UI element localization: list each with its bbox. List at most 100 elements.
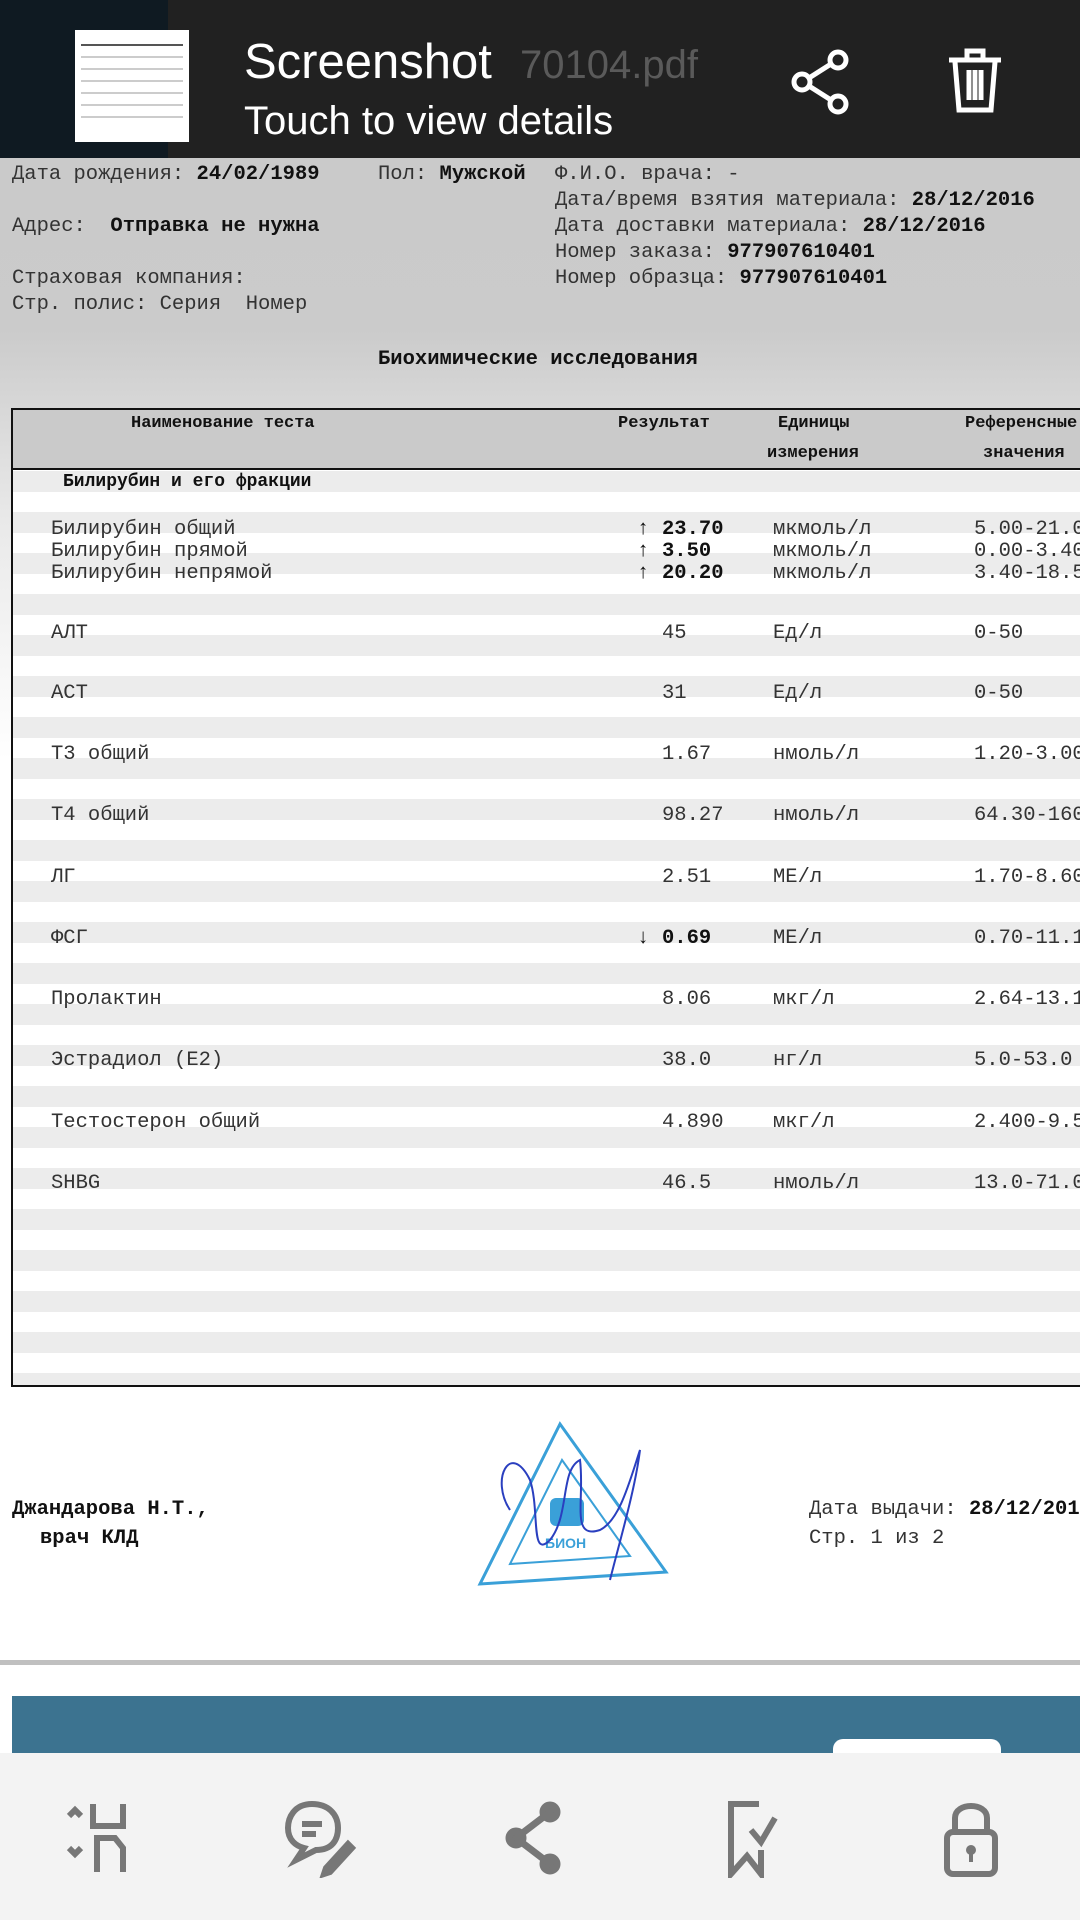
header-units-2: измерения (767, 444, 859, 463)
test-reference: 0-50 (974, 622, 1024, 645)
test-reference: 1.20-3.00 (974, 743, 1080, 766)
test-result: 45 (662, 622, 687, 645)
delivered-date: Дата доставки материала: 28/12/2016 (555, 215, 986, 238)
address: Адрес: Отправка не нужна (12, 215, 320, 238)
bookmark-icon[interactable] (713, 1798, 793, 1878)
test-reference: 5.0-53.0 (974, 1049, 1073, 1072)
test-name: Билирубин общий (51, 518, 236, 541)
flag-arrow: ↑ (637, 518, 650, 541)
doctor: Ф.И.О. врача: - (555, 163, 740, 186)
insurance: Страховая компания: (12, 267, 246, 290)
signer-name: Джандарова Н.Т., (12, 1498, 209, 1521)
test-name: Пролактин (51, 988, 162, 1011)
reflow-icon[interactable] (63, 1798, 143, 1878)
page-indicator: Стр. 1 из 2 (809, 1527, 945, 1550)
notification-subtitle: Touch to view details (244, 99, 614, 143)
flag-arrow: ↓ (637, 927, 650, 950)
test-result: 23.70 (662, 518, 724, 541)
birth-date: Дата рождения: 24/02/1989 (12, 163, 320, 186)
header-name: Наименование теста (131, 414, 315, 433)
test-name: Т4 общий (51, 804, 150, 827)
lock-icon[interactable] (931, 1798, 1011, 1878)
test-reference: 5.00-21.00 (974, 518, 1080, 541)
table-row: Тестостерон общий 4.890 мкг/л 2.400-9.5 (13, 1111, 1080, 1134)
page-separator (0, 1660, 1080, 1665)
test-reference: 0-50 (974, 682, 1024, 705)
test-units: нмоль/л (773, 743, 860, 766)
table-header: Наименование теста Результат Единицы изм… (13, 410, 1080, 470)
flag-arrow: ↑ (637, 540, 650, 563)
screenshot-notification[interactable]: Screenshot Touch to view details (0, 0, 1080, 158)
test-reference: 0.70-11.1 (974, 927, 1080, 950)
test-name: Т3 общий (51, 743, 150, 766)
test-name: АСТ (51, 682, 88, 705)
share-icon[interactable] (788, 48, 852, 116)
test-reference: 64.30-160 (974, 804, 1080, 827)
table-row: Эстрадиол (E2) 38.0 нг/л 5.0-53.0 (13, 1049, 1080, 1072)
header-units: Единицы (778, 414, 850, 433)
test-result: 8.06 (662, 988, 712, 1011)
test-reference: 1.70-8.60 (974, 866, 1080, 889)
signer-role: врач КЛД (40, 1527, 139, 1550)
report-title: Биохимические исследования (378, 348, 698, 371)
test-units: Ед/л (773, 622, 823, 645)
test-units: нмоль/л (773, 1172, 860, 1195)
test-result: 1.67 (662, 743, 712, 766)
test-name: Билирубин прямой (51, 540, 248, 563)
trash-icon[interactable] (945, 48, 1005, 114)
issue-date: Дата выдачи: 28/12/2016 (809, 1498, 1080, 1521)
test-units: Ед/л (773, 682, 823, 705)
table-row: Т3 общий 1.67 нмоль/л 1.20-3.00 (13, 743, 1080, 766)
test-result: 46.5 (662, 1172, 712, 1195)
test-result: 4.890 (662, 1111, 724, 1134)
test-units: мкг/л (773, 988, 835, 1011)
test-result: 20.20 (662, 562, 724, 585)
table-row: Билирубин непрямой ↑ 20.20 мкмоль/л 3.40-18.… (13, 562, 1080, 585)
test-units: мкмоль/л (773, 562, 872, 585)
test-name: АЛТ (51, 622, 88, 645)
results-table: Наименование теста Результат Единицы изм… (11, 408, 1080, 1387)
section-title: Билирубин и его фракции (63, 472, 312, 492)
sample-number: Номер образца: 977907610401 (555, 267, 888, 290)
test-units: нг/л (773, 1049, 823, 1072)
header-ref-2: значения (983, 444, 1065, 463)
test-name: SHBG (51, 1172, 101, 1195)
screenshot-thumbnail[interactable] (75, 30, 189, 142)
table-row: АЛТ 45 Ед/л 0-50 (13, 622, 1080, 645)
table-row: ЛГ 2.51 МЕ/л 1.70-8.60 (13, 866, 1080, 889)
table-row: SHBG 46.5 нмоль/л 13.0-71.0 (13, 1172, 1080, 1195)
test-name: Тестостерон общий (51, 1111, 261, 1134)
test-units: мкмоль/л (773, 540, 872, 563)
stamp-text: БИОН (545, 1535, 586, 1551)
test-name: Билирубин непрямой (51, 562, 273, 585)
bottom-toolbar (0, 1753, 1080, 1920)
comment-icon[interactable] (282, 1798, 362, 1878)
test-units: МЕ/л (773, 866, 823, 889)
flag-arrow: ↑ (637, 562, 650, 585)
test-result: 3.50 (662, 540, 712, 563)
table-row: Билирубин общий ↑ 23.70 мкмоль/л 5.00-21.00 (13, 518, 1080, 541)
test-result: 2.51 (662, 866, 712, 889)
test-reference: 2.400-9.5 (974, 1111, 1080, 1134)
test-units: МЕ/л (773, 927, 823, 950)
test-units: нмоль/л (773, 804, 860, 827)
lab-stamp: БИОН (477, 1421, 669, 1586)
sex: Пол: Мужской (378, 163, 526, 186)
header-ref: Референсные (965, 414, 1078, 433)
table-row: Билирубин прямой ↑ 3.50 мкмоль/л 0.00-3.40 (13, 540, 1080, 563)
table-row: Пролактин 8.06 мкг/л 2.64-13.1 (13, 988, 1080, 1011)
test-result: 38.0 (662, 1049, 712, 1072)
test-result: 0.69 (662, 927, 712, 950)
order-number: Номер заказа: 977907610401 (555, 241, 875, 264)
file-title: 70104.pdf (520, 43, 698, 87)
table-row: ФСГ ↓ 0.69 МЕ/л 0.70-11.1 (13, 927, 1080, 950)
table-row: АСТ 31 Ед/л 0-50 (13, 682, 1080, 705)
test-reference: 0.00-3.40 (974, 540, 1080, 563)
test-result: 31 (662, 682, 687, 705)
notification-title: Screenshot (244, 35, 492, 89)
toolbar-share-icon[interactable] (496, 1798, 576, 1878)
test-name: ФСГ (51, 927, 88, 950)
test-reference: 3.40-18.50 (974, 562, 1080, 585)
test-units: мкг/л (773, 1111, 835, 1134)
